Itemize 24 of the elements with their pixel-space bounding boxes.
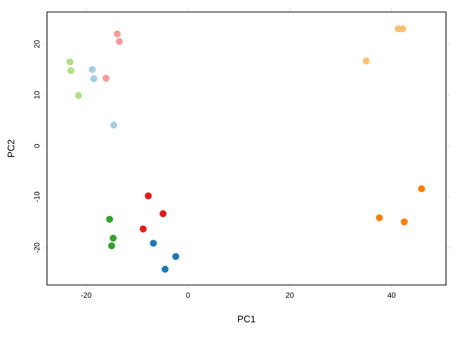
point [66,58,74,66]
point [162,266,169,273]
point [114,30,121,38]
point [75,92,82,100]
point [108,242,116,250]
point [106,216,114,223]
point [376,214,383,222]
point [144,192,152,200]
point [172,252,180,260]
point [110,234,117,242]
point [150,240,157,247]
point [140,225,147,232]
y-axis-title: PC2 [8,140,14,157]
point [102,74,110,82]
point [90,75,98,82]
point [88,66,96,74]
x-axis-title: PC1 [238,316,256,322]
point [362,57,370,64]
point [67,67,74,74]
point [400,218,408,226]
point [160,210,167,218]
point [116,38,123,46]
point [418,185,426,192]
point [110,122,118,129]
